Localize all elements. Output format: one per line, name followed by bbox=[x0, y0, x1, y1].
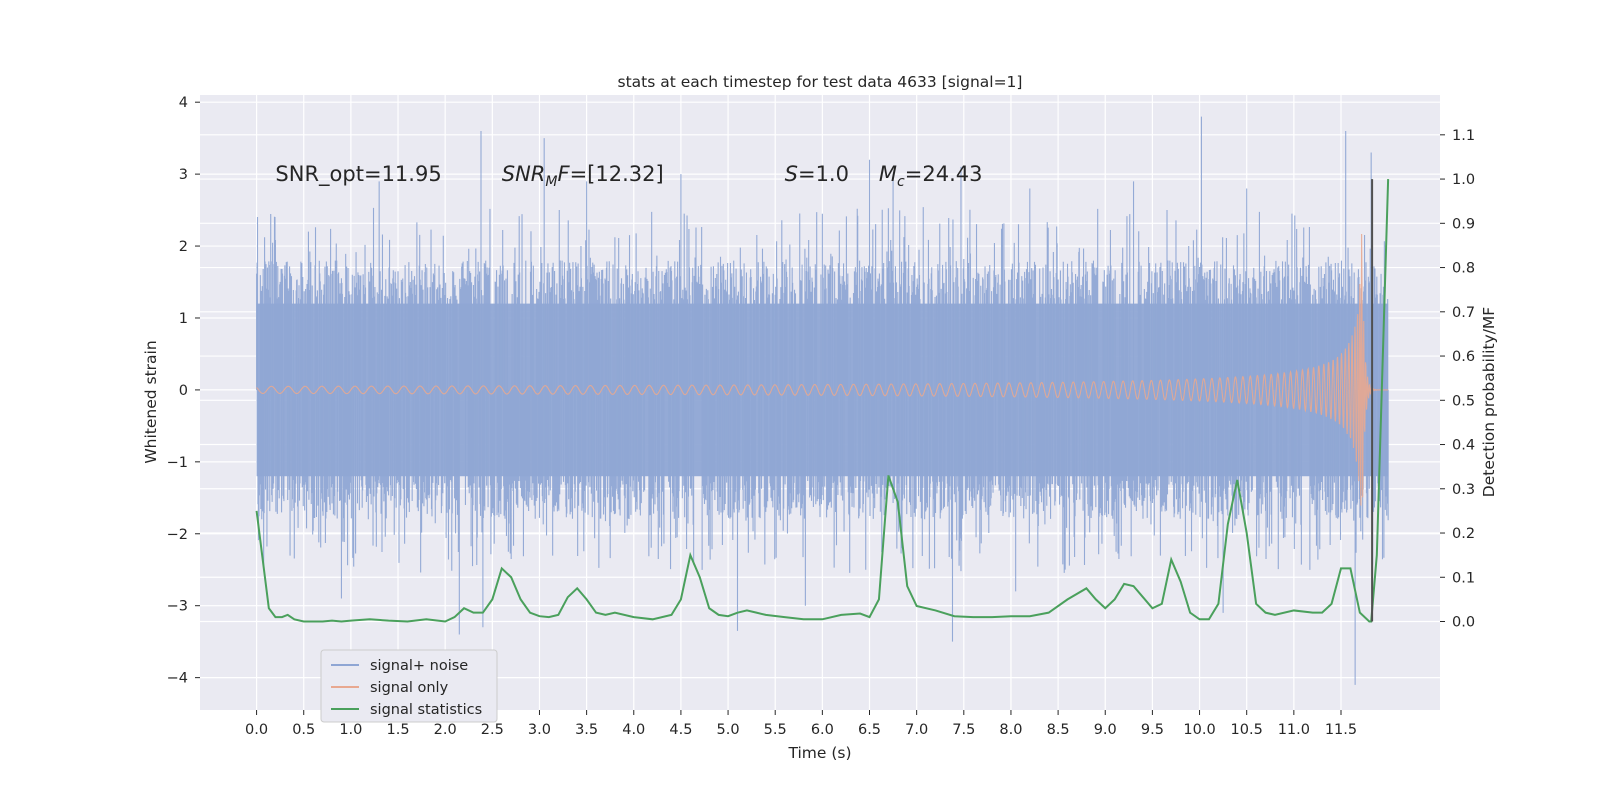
x-tick-label: 7.5 bbox=[952, 722, 975, 738]
y-tick-label: −4 bbox=[167, 671, 188, 687]
x-axis-title: Time (s) bbox=[787, 744, 851, 762]
x-tick-label: 4.0 bbox=[622, 722, 645, 738]
y-axis-ticks: −4 −3 −2 −1 0 1 2 3 4 bbox=[167, 95, 200, 687]
x-tick-label: 0.0 bbox=[245, 722, 268, 738]
y-tick-label: 0 bbox=[179, 383, 188, 399]
annotation-mc-value: Mc=24.43 bbox=[879, 162, 983, 190]
legend: signal+ noise signal only signal statist… bbox=[320, 649, 498, 723]
x-tick-label: 9.0 bbox=[1094, 722, 1117, 738]
signal-noise-core bbox=[256, 303, 1389, 477]
legend-label-signal-statistics: signal statistics bbox=[370, 702, 482, 718]
y2-tick-label: 1.0 bbox=[1452, 172, 1475, 188]
y2-tick-label: 0.2 bbox=[1452, 526, 1475, 542]
y-tick-label: 3 bbox=[179, 167, 188, 183]
x-tick-label: 8.5 bbox=[1047, 722, 1070, 738]
y2-tick-label: 0.9 bbox=[1452, 216, 1475, 232]
legend-label-signal-only: signal only bbox=[370, 680, 449, 696]
x-tick-label: 9.5 bbox=[1141, 722, 1164, 738]
x-tick-label: 1.0 bbox=[339, 722, 362, 738]
y2-tick-label: 0.4 bbox=[1452, 438, 1475, 454]
y-tick-label: −1 bbox=[167, 455, 188, 471]
y2-tick-label: 0.0 bbox=[1452, 615, 1475, 631]
series-signal-noise bbox=[256, 116, 1389, 685]
y2-tick-label: 0.8 bbox=[1452, 261, 1475, 277]
x-tick-label: 2.5 bbox=[481, 722, 504, 738]
legend-label-signal-noise: signal+ noise bbox=[370, 658, 468, 674]
y-tick-label: 2 bbox=[179, 239, 188, 255]
x-tick-label: 5.5 bbox=[764, 722, 787, 738]
x-tick-label: 0.5 bbox=[292, 722, 315, 738]
y-tick-label: 4 bbox=[179, 95, 188, 111]
y2-tick-label: 1.1 bbox=[1452, 128, 1475, 144]
x-tick-label: 6.0 bbox=[811, 722, 834, 738]
chart-title: stats at each timestep for test data 463… bbox=[618, 73, 1023, 91]
y-tick-label: −2 bbox=[167, 527, 188, 543]
x-tick-label: 10.0 bbox=[1183, 722, 1215, 738]
x-tick-label: 1.5 bbox=[386, 722, 409, 738]
x-tick-label: 10.5 bbox=[1231, 722, 1263, 738]
series-signal-only bbox=[256, 233, 1389, 506]
signal-statistics-trace bbox=[255, 179, 1390, 623]
x-tick-label: 5.0 bbox=[717, 722, 740, 738]
x-tick-label: 4.5 bbox=[669, 722, 692, 738]
x-axis-ticks: 0.0 0.5 1.0 1.5 2.0 2.5 3.0 3.5 4.0 4.5 5.0 5.5 6.0 6… bbox=[245, 710, 1357, 738]
y2-tick-label: 0.6 bbox=[1452, 349, 1475, 365]
y2-tick-label: 0.3 bbox=[1452, 482, 1475, 498]
x-tick-label: 6.5 bbox=[858, 722, 881, 738]
x-tick-label: 7.0 bbox=[905, 722, 928, 738]
y2-axis-ticks: 0.0 0.1 0.2 0.3 0.4 0.5 0.6 0.7 0.8 0.9 1.0 1.1 bbox=[1440, 128, 1475, 631]
y2-axis-title: Detection probability/MF bbox=[1480, 307, 1498, 498]
annotations: SNR_opt=11.95 SNRMF=[12.32] S=1.0 Mc=24.43 bbox=[275, 162, 982, 190]
annotation-snr-mf: SNRMF=[12.32] bbox=[502, 162, 664, 190]
annotation-snr-opt: SNR_opt=11.95 bbox=[275, 162, 441, 187]
x-tick-label: 2.0 bbox=[434, 722, 457, 738]
signal-only-trace bbox=[256, 233, 1389, 506]
y2-tick-label: 0.1 bbox=[1452, 570, 1475, 586]
legend-box bbox=[320, 649, 498, 723]
x-tick-label: 11.5 bbox=[1325, 722, 1357, 738]
x-tick-label: 3.0 bbox=[528, 722, 551, 738]
series-signal-statistics bbox=[255, 179, 1390, 623]
y-tick-label: 1 bbox=[179, 311, 188, 327]
x-tick-label: 11.0 bbox=[1278, 722, 1310, 738]
x-tick-label: 3.5 bbox=[575, 722, 598, 738]
y2-tick-label: 0.5 bbox=[1452, 393, 1475, 409]
y-axis-title: Whitened strain bbox=[142, 340, 160, 463]
y2-tick-label: 0.7 bbox=[1452, 305, 1475, 321]
x-tick-label: 8.0 bbox=[999, 722, 1022, 738]
y-tick-label: −3 bbox=[167, 599, 188, 615]
annotation-s-value: S=1.0 bbox=[785, 162, 849, 186]
